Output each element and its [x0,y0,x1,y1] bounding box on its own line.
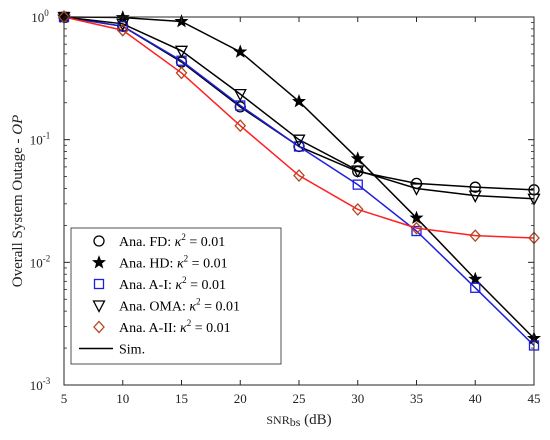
data-point-square [411,225,422,237]
data-point-star [233,44,248,58]
data-point-circle [469,181,481,193]
legend-marker-triangle-down [92,300,106,313]
legend-marker-square [93,278,105,290]
data-point-square [352,179,363,190]
data-point-diamond [351,202,364,216]
data-point-diamond [234,119,247,133]
y-tick-label: 10-3 [30,376,51,393]
data-point-star [292,94,306,108]
data-point-diamond [293,169,305,183]
x-tick-label: 45 [528,391,541,406]
data-point-square [293,141,305,152]
data-point-square [470,282,481,293]
data-point-star [468,271,483,286]
x-tick-label: 40 [469,391,482,406]
data-point-diamond [175,66,188,80]
data-point-triangle-down [57,11,71,25]
data-point-triangle-down [409,183,424,196]
data-point-diamond [410,221,423,235]
sim-line [63,16,535,239]
data-point-star [409,210,424,224]
data-point-triangle-down [233,88,247,102]
legend-marker-circle [93,235,105,247]
legend-label: Ana. HD: κ2 = 0.01 [119,254,228,272]
x-axis-label: SNRbs (dB) [266,412,331,429]
x-tick-label: 15 [175,391,188,406]
legend-label: Ana. FD: κ2 = 0.01 [119,232,225,250]
x-tick-label: 30 [351,391,364,406]
legend-marker-star [92,255,106,269]
legend-box [70,227,282,365]
y-tick-label: 100 [31,8,49,25]
x-tick-label: 35 [410,391,423,406]
legend-label: Ana. A-II: κ2 = 0.01 [119,318,231,336]
x-tick-label: 20 [234,391,247,406]
x-tick-label: 25 [293,391,306,406]
data-point-triangle-down [292,134,306,148]
y-tick-label: 10-2 [30,253,51,270]
legend-label: Ana. OMA: κ2 = 0.01 [119,297,240,315]
sim-line [63,16,535,200]
data-point-star [350,151,365,165]
data-point-diamond [469,229,482,243]
legend-marker-diamond [93,320,105,334]
data-point-diamond [116,23,129,37]
data-point-triangle-down [468,190,482,203]
data-point-triangle-down [174,45,189,59]
data-point-triangle-down [351,165,365,178]
legend-sim-label: Sim. [119,343,145,358]
y-axis-label: Overall System Outage - OP [10,115,26,287]
y-tick-label: 10-1 [30,131,51,148]
x-tick-label: 5 [61,391,68,406]
x-tick-label: 10 [116,391,129,406]
legend-label: Ana. A-I: κ2 = 0.01 [119,275,226,293]
